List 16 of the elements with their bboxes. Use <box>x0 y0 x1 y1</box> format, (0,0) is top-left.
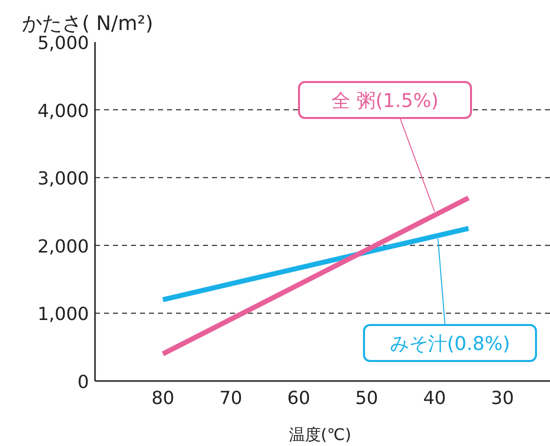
annotation: みそ汁(0.8%) <box>390 333 510 355</box>
x-tick-label: 40 <box>423 388 446 409</box>
x-tick-label: 60 <box>287 388 310 409</box>
y-tick-label: 2,000 <box>37 236 89 258</box>
y-tick-label: 5,000 <box>37 33 89 54</box>
x-tick-label: 70 <box>219 388 242 409</box>
x-tick-label: 80 <box>151 388 174 409</box>
y-axis-title: かたさ( N/m²) <box>22 11 154 35</box>
y-tick-label: 4,000 <box>37 100 89 122</box>
annotation: 全 粥(1.5%) <box>331 90 439 112</box>
x-axis-title: 温度(℃) <box>288 425 352 444</box>
y-tick-label: 3,000 <box>37 168 89 190</box>
y-tick-label: 1,000 <box>37 304 89 326</box>
y-tick-label: 0 <box>78 372 89 393</box>
x-tick-label: 50 <box>355 388 378 409</box>
x-tick-label: 30 <box>491 388 514 409</box>
